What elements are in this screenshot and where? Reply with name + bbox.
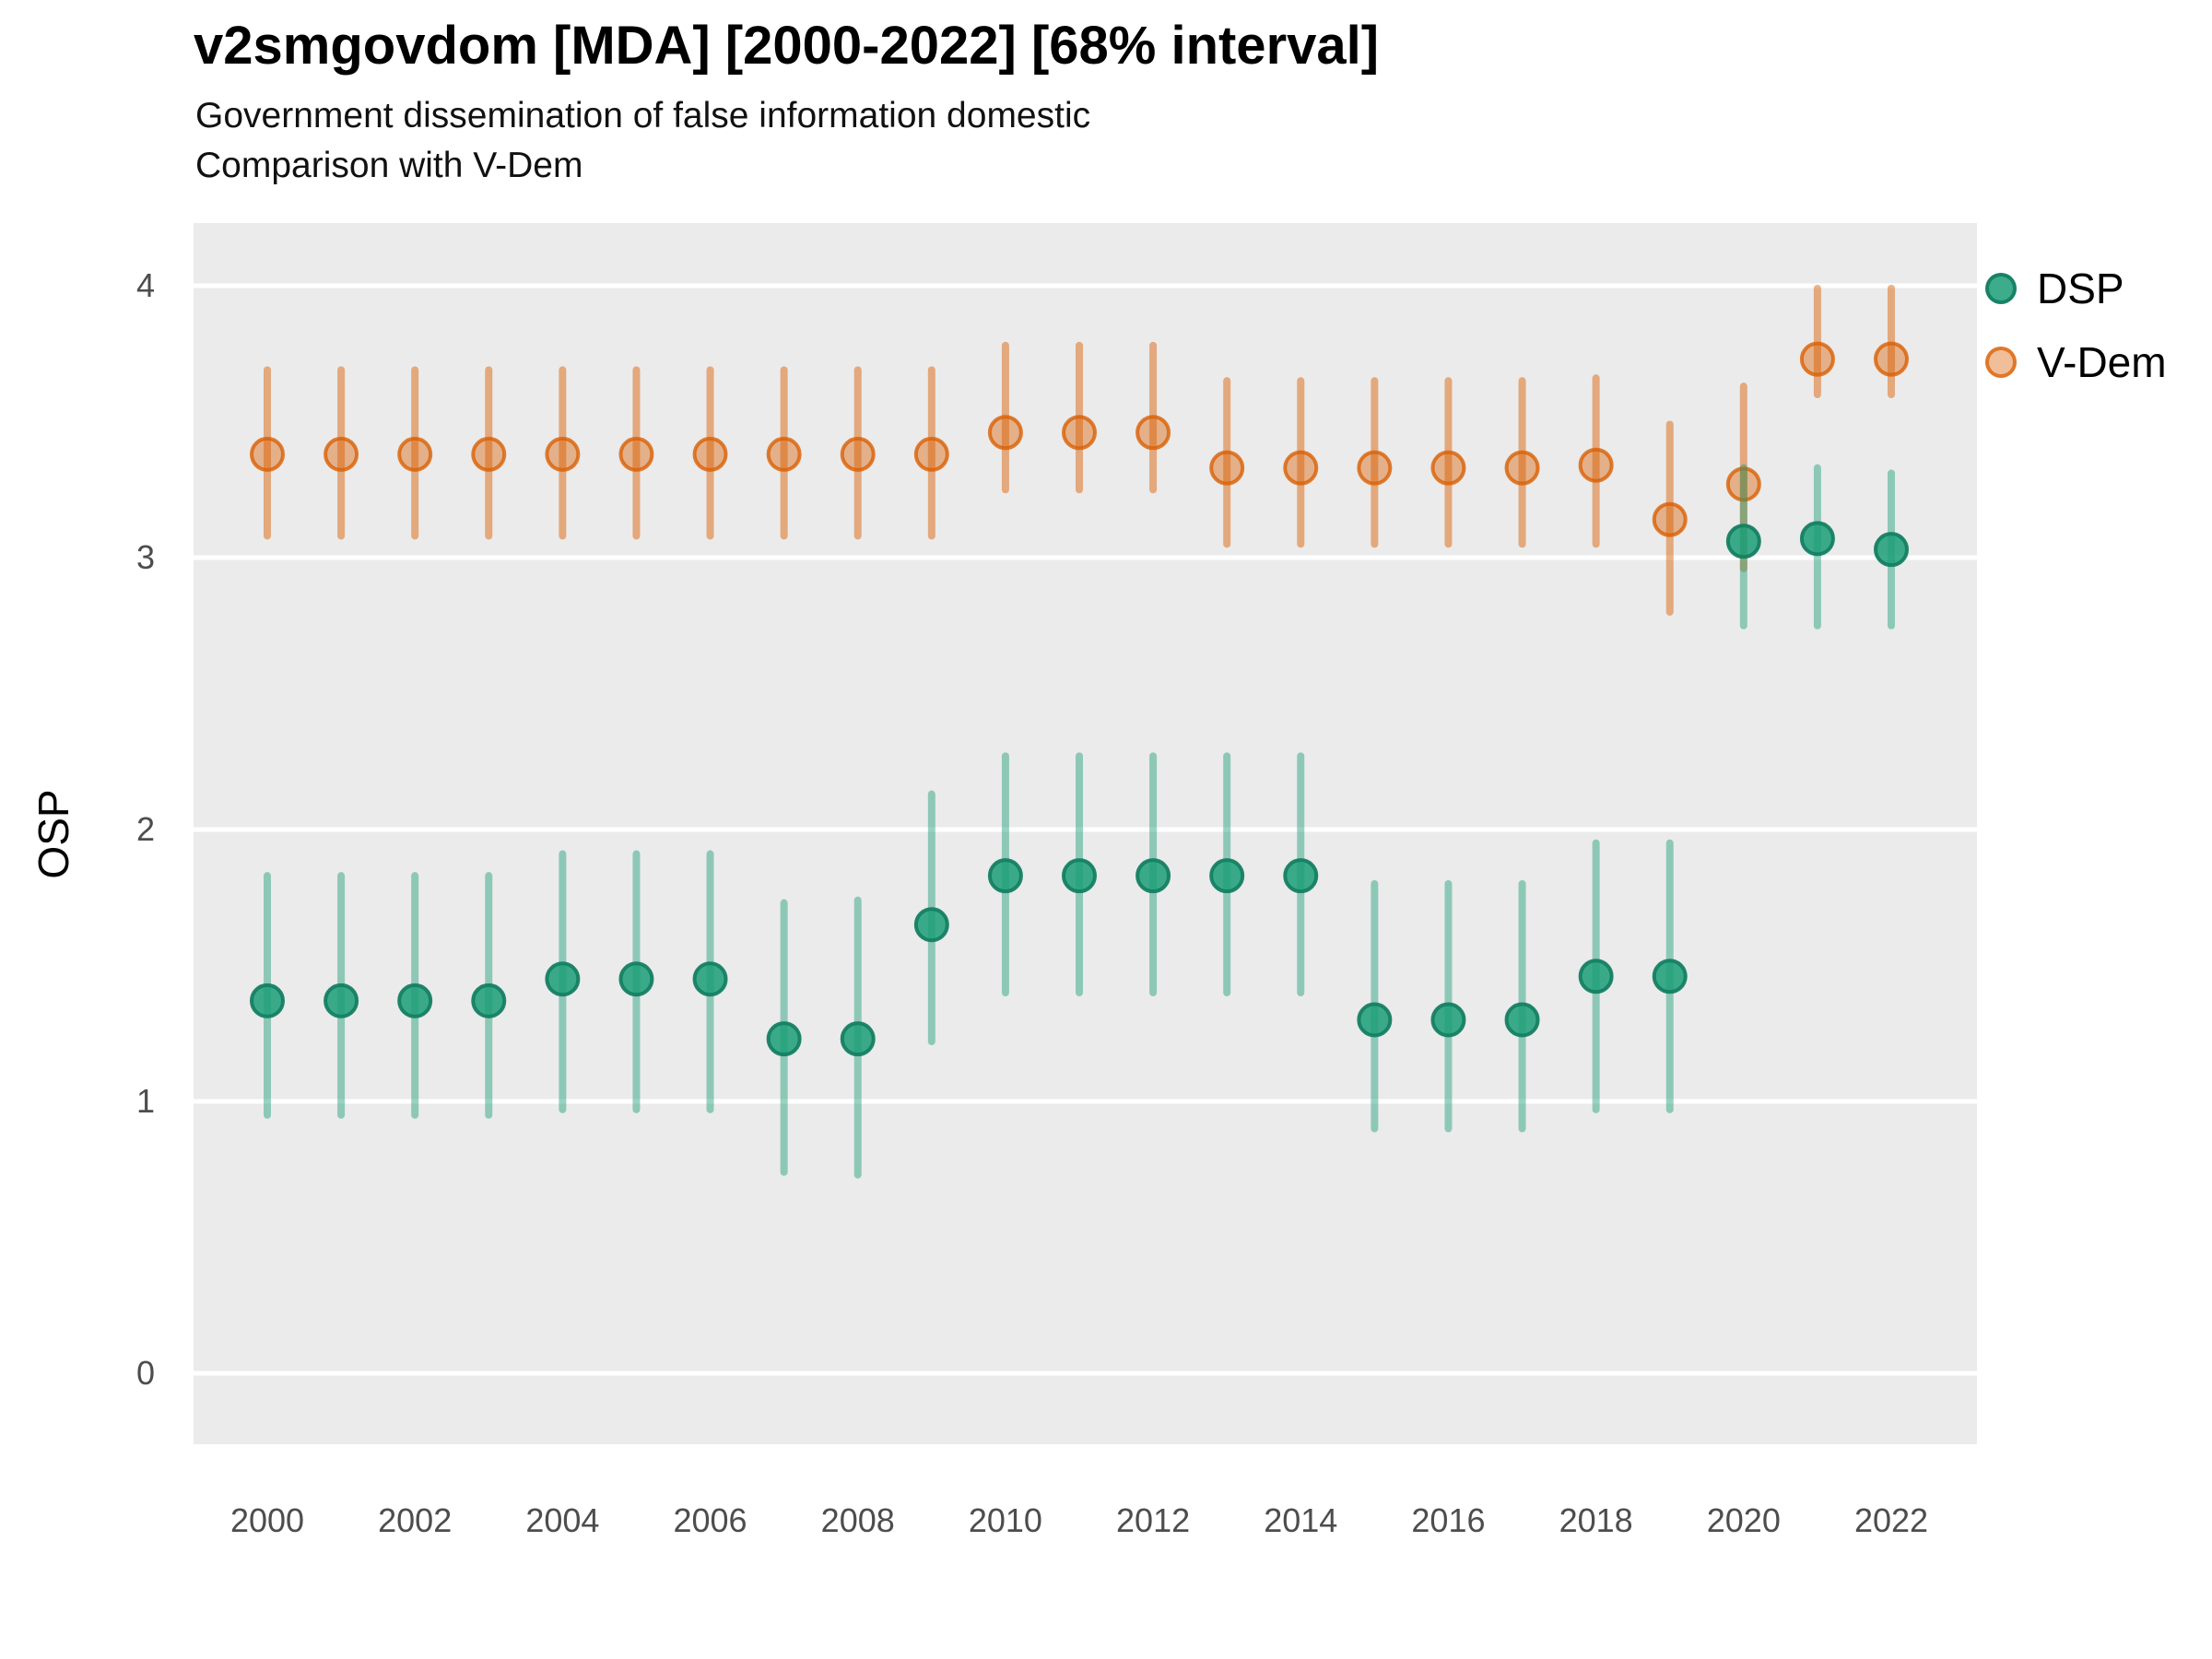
point-dsp-2018 xyxy=(1578,959,1614,994)
point-vdem-2021 xyxy=(1799,341,1835,377)
legend-item-dsp: DSP xyxy=(1985,264,2167,313)
x-tick-label-2020: 2020 xyxy=(1707,1501,1781,1539)
point-vdem-2000 xyxy=(250,436,285,472)
y-axis-title: OSP xyxy=(29,789,77,879)
point-vdem-2009 xyxy=(913,436,949,472)
x-tick-label-2014: 2014 xyxy=(1264,1501,1337,1539)
point-vdem-2017 xyxy=(1504,450,1540,486)
point-vdem-2013 xyxy=(1209,450,1245,486)
y-tick-label-4: 4 xyxy=(136,266,155,304)
point-vdem-2006 xyxy=(692,436,728,472)
y-tick-label-2: 2 xyxy=(136,810,155,848)
point-dsp-2020 xyxy=(1725,524,1761,559)
x-tick-label-2006: 2006 xyxy=(673,1501,747,1539)
point-vdem-2010 xyxy=(987,415,1023,451)
point-dsp-2016 xyxy=(1430,1002,1466,1038)
x-tick-label-2002: 2002 xyxy=(378,1501,452,1539)
point-dsp-2008 xyxy=(840,1021,876,1057)
point-dsp-2014 xyxy=(1283,858,1319,894)
x-tick-label-2012: 2012 xyxy=(1116,1501,1190,1539)
point-vdem-2020 xyxy=(1725,466,1761,502)
point-dsp-2004 xyxy=(545,961,581,997)
point-vdem-2022 xyxy=(1874,341,1909,377)
dsp-legend-dot-icon xyxy=(1985,273,2017,304)
point-dsp-2001 xyxy=(324,982,359,1018)
chart-title: v2smgovdom [MDA] [2000-2022] [68% interv… xyxy=(194,16,1380,76)
point-vdem-2004 xyxy=(545,436,581,472)
plot-panel xyxy=(194,223,1977,1444)
legend: DSP V-Dem xyxy=(1985,264,2167,387)
point-dsp-2003 xyxy=(471,982,507,1018)
point-vdem-2007 xyxy=(766,436,802,472)
point-vdem-2012 xyxy=(1135,415,1171,451)
point-dsp-2000 xyxy=(250,982,285,1018)
point-vdem-2005 xyxy=(618,436,654,472)
legend-label-dsp: DSP xyxy=(2037,265,2124,312)
y-tick-label-3: 3 xyxy=(136,538,155,576)
chart-subtitle: Government dissemination of false inform… xyxy=(195,96,1091,135)
point-vdem-2015 xyxy=(1357,450,1393,486)
point-vdem-2001 xyxy=(324,436,359,472)
legend-label-vdem: V-Dem xyxy=(2037,338,2167,386)
point-vdem-2016 xyxy=(1430,450,1466,486)
point-dsp-2002 xyxy=(397,982,433,1018)
point-dsp-2012 xyxy=(1135,858,1171,894)
point-vdem-2019 xyxy=(1652,501,1688,537)
legend-item-vdem: V-Dem xyxy=(1985,337,2167,387)
vdem-legend-dot-icon xyxy=(1985,347,2017,378)
point-dsp-2019 xyxy=(1652,959,1688,994)
point-dsp-2017 xyxy=(1504,1002,1540,1038)
x-tick-label-2016: 2016 xyxy=(1411,1501,1485,1539)
point-vdem-2008 xyxy=(840,436,876,472)
point-dsp-2011 xyxy=(1062,858,1097,894)
point-dsp-2022 xyxy=(1874,532,1909,568)
y-tick-label-1: 1 xyxy=(136,1082,155,1120)
point-dsp-2013 xyxy=(1209,858,1245,894)
point-vdem-2002 xyxy=(397,436,433,472)
x-tick-label-2004: 2004 xyxy=(525,1501,599,1539)
point-dsp-2005 xyxy=(618,961,654,997)
y-tick-label-0: 0 xyxy=(136,1354,155,1392)
point-dsp-2015 xyxy=(1357,1002,1393,1038)
point-vdem-2018 xyxy=(1578,447,1614,483)
point-dsp-2021 xyxy=(1799,521,1835,557)
x-tick-label-2022: 2022 xyxy=(1854,1501,1928,1539)
x-tick-label-2008: 2008 xyxy=(821,1501,895,1539)
x-tick-label-2010: 2010 xyxy=(969,1501,1042,1539)
point-dsp-2006 xyxy=(692,961,728,997)
point-vdem-2014 xyxy=(1283,450,1319,486)
point-dsp-2007 xyxy=(766,1021,802,1057)
chart-subtitle-comparison: Comparison with V-Dem xyxy=(195,146,583,185)
x-tick-label-2000: 2000 xyxy=(230,1501,304,1539)
point-dsp-2010 xyxy=(987,858,1023,894)
point-dsp-2009 xyxy=(913,907,949,943)
point-vdem-2011 xyxy=(1062,415,1097,451)
point-vdem-2003 xyxy=(471,436,507,472)
x-tick-label-2018: 2018 xyxy=(1559,1501,1633,1539)
